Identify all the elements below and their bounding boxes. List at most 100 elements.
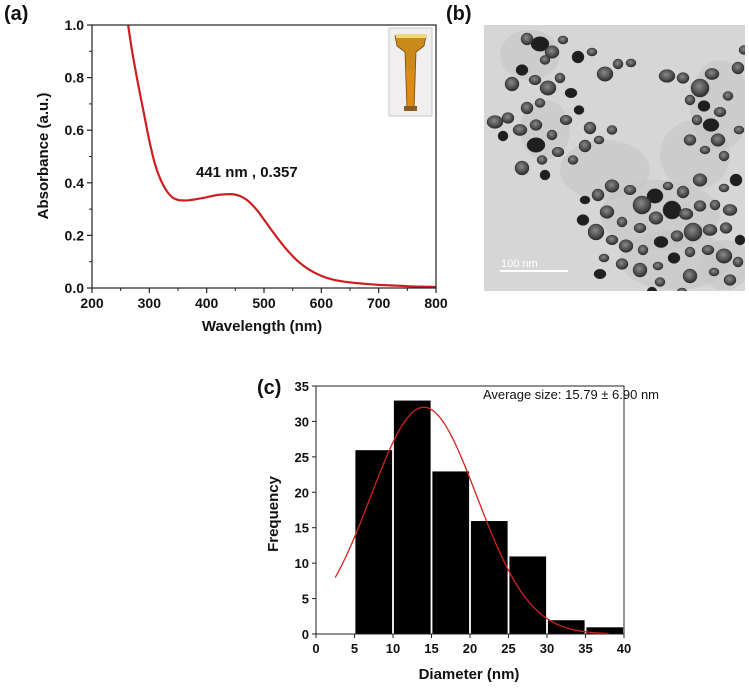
- y-tick-label: 0: [302, 627, 309, 642]
- histogram-bars: [354, 399, 624, 635]
- nanoparticle: [536, 155, 548, 165]
- histogram-bar: [431, 470, 470, 635]
- histogram-bar: [508, 555, 547, 635]
- carbon-film-patch: [560, 140, 650, 200]
- nanoparticle: [646, 286, 658, 291]
- nanoparticle: [612, 58, 624, 70]
- nanoparticle: [616, 216, 628, 228]
- nanoparticle: [587, 223, 605, 241]
- y-tick-label: 0.0: [65, 280, 85, 296]
- y-tick-label: 0.2: [65, 227, 85, 243]
- nanoparticle: [551, 146, 565, 158]
- x-tick-label: 15: [424, 641, 438, 656]
- absorbance-x-axis-title: Wavelength (nm): [202, 318, 322, 335]
- nanoparticle: [713, 106, 727, 118]
- y-tick-label: 5: [302, 592, 309, 607]
- nanoparticle: [718, 150, 730, 162]
- nanoparticle: [573, 105, 585, 115]
- nanoparticle: [702, 224, 718, 236]
- nanoparticle: [662, 200, 682, 220]
- nanoparticle: [564, 87, 578, 99]
- x-tick-label: 400: [195, 295, 219, 311]
- nanoparticle: [710, 133, 726, 147]
- nanoparticle: [534, 98, 546, 108]
- nanoparticle: [539, 80, 557, 96]
- nanoparticle: [515, 64, 529, 76]
- nanoparticle: [729, 173, 743, 187]
- nanoparticle: [520, 32, 534, 46]
- tem-image: 100 nm: [484, 25, 745, 291]
- nanoparticle: [596, 66, 614, 82]
- nanoparticle: [618, 239, 634, 253]
- average-size-label: Average size: 15.79 ± 6.90 nm: [483, 387, 659, 402]
- nanoparticle: [578, 139, 592, 153]
- nanoparticle: [599, 205, 615, 219]
- cuvette-photo-inset: [388, 27, 433, 117]
- y-tick-label: 25: [295, 450, 309, 465]
- nanoparticle: [546, 129, 558, 141]
- nanoparticle: [520, 101, 534, 115]
- nanoparticle: [583, 121, 597, 135]
- histogram-bar: [470, 520, 509, 635]
- nanoparticle: [652, 261, 664, 271]
- x-tick-label: 300: [138, 295, 162, 311]
- x-tick-label: 35: [578, 641, 592, 656]
- nanoparticle: [554, 72, 566, 84]
- y-tick-label: 1.0: [65, 17, 85, 33]
- nanoparticle: [722, 91, 734, 101]
- panel-label-b: (b): [446, 3, 472, 25]
- size-histogram: 0 5 10 15 20 25 30 35 40 0 5 10 15 20 25 30 35 Average s…: [265, 379, 659, 683]
- nanoparticle: [593, 135, 605, 145]
- x-tick-label: 500: [252, 295, 276, 311]
- y-tick-label: 0.6: [65, 122, 85, 138]
- nanoparticle: [731, 61, 745, 75]
- nanoparticle: [526, 137, 546, 153]
- nanoparticle: [658, 69, 676, 83]
- nanoparticle: [693, 200, 707, 212]
- x-tick-label: 20: [463, 641, 477, 656]
- absorbance-curve: [127, 24, 437, 289]
- nanoparticle: [734, 234, 745, 246]
- nanoparticle: [690, 78, 710, 98]
- nanoparticle: [544, 45, 560, 59]
- x-tick-label: 0: [312, 641, 319, 656]
- nanoparticle: [646, 188, 664, 204]
- nanoparticle: [514, 160, 530, 176]
- nanoparticle: [697, 100, 711, 112]
- nanoparticle: [633, 222, 647, 234]
- nanoparticle: [732, 256, 744, 268]
- nanoparticle: [653, 236, 669, 248]
- absorbance-tick-labels: 200 300 400 500 600 700 800 0.0 0.2 0.4 0.6 0.8 1.0: [65, 17, 448, 311]
- nanoparticle: [586, 47, 598, 57]
- nanoparticle: [637, 244, 649, 256]
- tem-nanoparticles: [486, 32, 745, 291]
- nanoparticle: [733, 125, 745, 135]
- x-tick-label: 200: [80, 295, 104, 311]
- nanoparticle: [579, 195, 591, 205]
- peak-annotation: 441 nm , 0.357: [196, 164, 298, 181]
- nanoparticle: [662, 181, 674, 191]
- nanoparticle: [623, 184, 637, 196]
- y-tick-label: 35: [295, 379, 309, 394]
- scale-bar-label: 100 nm: [501, 258, 538, 270]
- nanoparticle: [539, 169, 551, 181]
- nanoparticle: [648, 211, 664, 225]
- nanoparticle: [632, 262, 648, 278]
- histogram-tick-labels: 0 5 10 15 20 25 30 35 40 0 5 10 15 20 25 30 35: [295, 379, 632, 656]
- nanoparticle: [718, 183, 730, 193]
- histogram-bar: [354, 449, 393, 635]
- nanoparticle: [557, 35, 569, 45]
- nanoparticle: [486, 115, 504, 129]
- nanoparticle: [738, 45, 745, 55]
- x-tick-label: 30: [540, 641, 554, 656]
- nanoparticle: [670, 230, 684, 242]
- nanoparticle: [709, 199, 721, 211]
- x-tick-label: 25: [501, 641, 515, 656]
- nanoparticle: [529, 119, 543, 131]
- x-tick-label: 600: [310, 295, 334, 311]
- nanoparticle: [676, 72, 690, 84]
- nanoparticle: [528, 74, 542, 86]
- nanoparticle: [615, 258, 629, 270]
- y-tick-label: 0.4: [65, 175, 85, 191]
